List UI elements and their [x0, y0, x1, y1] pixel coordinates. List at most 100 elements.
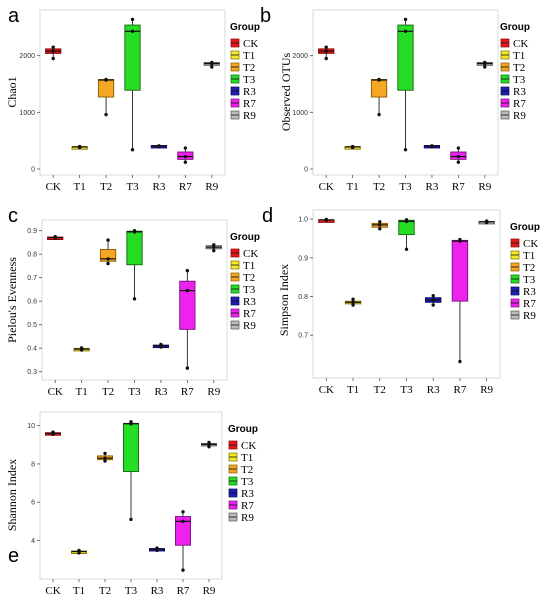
- y-tick-label: 0: [31, 167, 35, 174]
- x-tick-label: CK: [46, 181, 61, 193]
- data-point: [106, 257, 110, 261]
- data-point: [212, 245, 216, 249]
- data-point: [324, 217, 329, 222]
- legend-label: T2: [243, 272, 255, 284]
- data-point: [377, 78, 381, 82]
- box-R7: [179, 280, 196, 330]
- x-tick-label: R9: [478, 181, 491, 193]
- data-point: [51, 45, 55, 49]
- x-tick-label: T2: [374, 384, 386, 396]
- x-tick-label: R9: [203, 585, 216, 597]
- y-tick-label: 1000: [19, 110, 35, 117]
- box-R7: [451, 239, 469, 302]
- y-tick-label: 8: [31, 461, 35, 468]
- legend-label: R9: [241, 512, 254, 524]
- legend-label: T3: [243, 284, 256, 296]
- legend-label: R9: [243, 110, 256, 122]
- x-tick-label: R7: [177, 585, 190, 597]
- y-tick-label: 0.7: [27, 275, 37, 282]
- y-tick-label: 10: [27, 423, 35, 430]
- data-point: [106, 238, 110, 242]
- panel-letter: c: [8, 205, 18, 227]
- legend-label: CK: [513, 38, 528, 50]
- x-tick-label: CK: [45, 585, 60, 597]
- data-point: [183, 146, 188, 150]
- panel-letter: a: [8, 5, 20, 27]
- data-point: [159, 342, 163, 347]
- plot-layer: 0.3 0.4 0.5 0.6 0.7 0.8 0.9 CK T1 T2 T3 R3 R7 R9: [27, 228, 222, 398]
- legend-label: R7: [513, 98, 526, 110]
- y-tick-label: 0.8: [298, 294, 308, 301]
- x-tick-label: T3: [128, 386, 141, 398]
- data-point: [430, 144, 434, 149]
- panel-a: a Chao1 0 1000 2000 CK T1 T2 T3 R3 R7 R9: [5, 5, 226, 193]
- data-point: [456, 146, 461, 150]
- x-tick-label: R3: [151, 585, 164, 597]
- plot-layer: 0.7 0.8 0.9 1.0 CK T1 T2 T3 R3 R7 R9: [298, 217, 495, 396]
- x-tick-label: R7: [179, 181, 192, 193]
- data-point: [483, 60, 487, 65]
- x-tick-label: T1: [347, 384, 359, 396]
- legend-label: T2: [241, 464, 253, 476]
- data-point: [130, 148, 135, 152]
- legend-label: R7: [243, 308, 256, 320]
- y-axis-title: Chao1: [5, 76, 19, 107]
- legend-label: T3: [241, 476, 254, 488]
- data-point: [212, 248, 216, 253]
- data-point: [324, 56, 328, 61]
- y-tick-label: 0.5: [27, 322, 37, 329]
- y-tick-label: 6: [31, 500, 35, 507]
- plot-layer: 4 6 8 10 CK T1 T2 T3 R3 R7 R9: [27, 420, 217, 597]
- data-point: [155, 546, 159, 550]
- data-point: [324, 49, 328, 53]
- x-tick-label: R3: [155, 386, 168, 398]
- data-point: [351, 300, 355, 305]
- data-point: [403, 17, 408, 22]
- legend-label: R7: [523, 298, 536, 310]
- legend-title: Group: [230, 22, 260, 33]
- data-point: [351, 297, 355, 301]
- data-point: [51, 56, 55, 61]
- x-tick-label: T3: [399, 181, 412, 193]
- plot-layer: 0 1000 2000 CK T1 T2 T3 R3 R7 R9: [19, 17, 220, 193]
- y-tick-label: 2000: [292, 53, 308, 60]
- panel-letter: d: [262, 205, 273, 227]
- y-tick-label: 0.7: [298, 333, 308, 340]
- x-tick-label: T3: [126, 181, 139, 193]
- data-point: [185, 366, 190, 370]
- x-tick-label: R7: [452, 181, 465, 193]
- x-tick-label: T2: [100, 181, 112, 193]
- y-axis-title: Observed OTUs: [279, 53, 293, 132]
- data-point: [207, 440, 211, 445]
- legend-label: CK: [523, 238, 538, 250]
- data-point: [378, 227, 382, 231]
- y-tick-label: 1.0: [298, 217, 308, 224]
- x-tick-label: T1: [76, 386, 88, 398]
- x-tick-label: CK: [319, 384, 334, 396]
- data-point: [351, 303, 355, 307]
- box-T3: [126, 230, 143, 266]
- data-point: [53, 234, 57, 239]
- legend-label: R3: [513, 86, 526, 98]
- data-point: [157, 144, 161, 149]
- legend-label: T3: [513, 74, 526, 86]
- data-point: [403, 148, 408, 152]
- x-tick-label: CK: [319, 181, 334, 193]
- x-tick-label: R7: [454, 384, 467, 396]
- legend-label: R7: [243, 98, 256, 110]
- data-point: [51, 49, 55, 53]
- data-point: [483, 65, 487, 69]
- data-point: [181, 568, 185, 572]
- y-axis-title: Pielou's Evenness: [5, 257, 19, 343]
- data-point: [132, 228, 137, 233]
- legend-label: R3: [243, 296, 256, 308]
- data-point: [403, 29, 408, 33]
- legend-title: Group: [228, 424, 258, 435]
- panel-c: c Pielou's Evenness 0.30.40.50.60.70.80.…: [5, 205, 260, 398]
- box-T2: [97, 79, 115, 98]
- data-point: [183, 160, 188, 164]
- data-point: [324, 45, 328, 49]
- x-tick-label: T2: [99, 585, 111, 597]
- box-R7: [175, 516, 191, 546]
